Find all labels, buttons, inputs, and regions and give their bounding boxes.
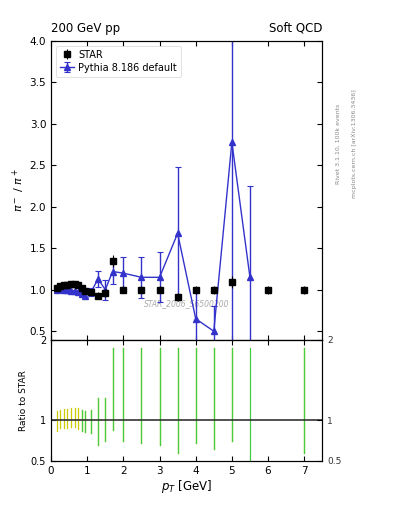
Y-axis label: Ratio to STAR: Ratio to STAR — [19, 370, 28, 431]
Text: STAR_2006_S6500200: STAR_2006_S6500200 — [144, 299, 230, 308]
Text: Rivet 3.1.10, 100k events: Rivet 3.1.10, 100k events — [336, 103, 341, 183]
Y-axis label: $\pi^-$ / $\pi^+$: $\pi^-$ / $\pi^+$ — [11, 168, 27, 212]
X-axis label: $p_T$ [GeV]: $p_T$ [GeV] — [161, 478, 212, 496]
Text: 200 GeV pp: 200 GeV pp — [51, 22, 120, 35]
Text: Soft QCD: Soft QCD — [269, 22, 322, 35]
Legend: STAR, Pythia 8.186 default: STAR, Pythia 8.186 default — [56, 46, 181, 76]
Text: mcplots.cern.ch [arXiv:1306.3436]: mcplots.cern.ch [arXiv:1306.3436] — [352, 89, 357, 198]
